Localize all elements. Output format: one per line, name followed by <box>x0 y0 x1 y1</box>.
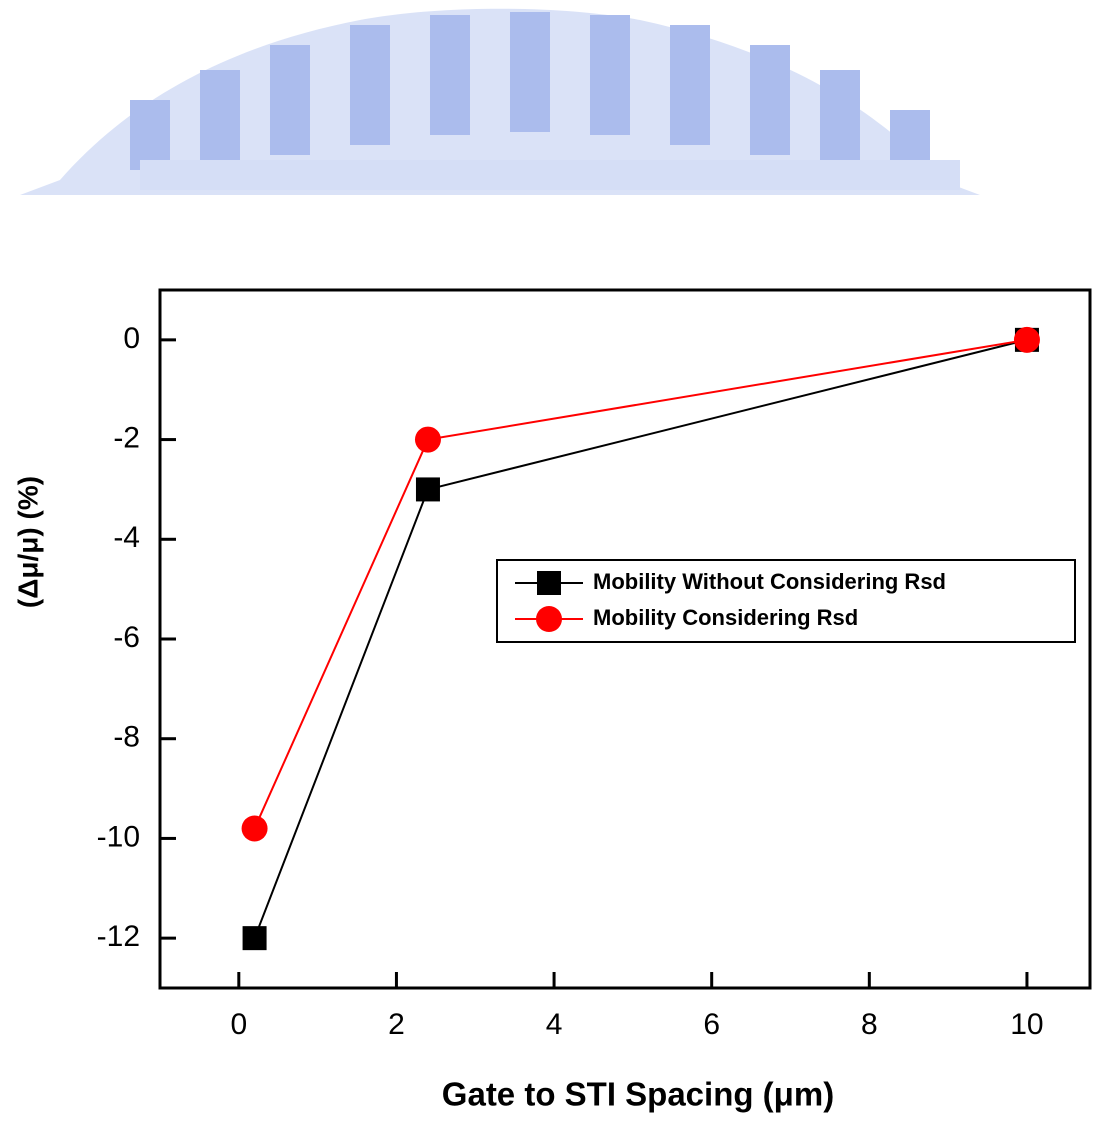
y-tick-label: -10 <box>97 820 140 853</box>
y-tick-label: -12 <box>97 920 140 953</box>
marker <box>242 926 267 951</box>
y-tick-label: -4 <box>113 521 140 554</box>
marker <box>415 477 440 502</box>
x-tick-label: 8 <box>861 1008 878 1041</box>
legend-marker <box>536 606 562 632</box>
marker <box>414 426 441 453</box>
x-axis-label: Gate to STI Spacing (μm) <box>442 1076 834 1113</box>
x-tick-label: 2 <box>388 1008 405 1041</box>
x-tick-label: 6 <box>703 1008 720 1041</box>
watermark <box>20 8 980 195</box>
y-axis-label: (Δμ/μ) (%) <box>12 476 43 608</box>
x-tick-label: 0 <box>230 1008 247 1041</box>
y-tick-label: -8 <box>113 721 140 754</box>
marker <box>241 815 268 842</box>
y-tick-label: -6 <box>113 621 140 654</box>
legend-box <box>496 559 1076 643</box>
legend-label: Mobility Without Considering Rsd <box>593 569 946 594</box>
y-tick-label: -2 <box>113 421 140 454</box>
legend: Mobility Without Considering Rsd Mobility… <box>496 559 1076 643</box>
marker <box>1013 326 1040 353</box>
y-tick-label: 0 <box>123 322 140 355</box>
x-tick-label: 10 <box>1010 1008 1043 1041</box>
legend-marker <box>537 571 561 595</box>
legend-label: Mobility Considering Rsd <box>593 605 858 630</box>
x-tick-label: 4 <box>546 1008 563 1041</box>
